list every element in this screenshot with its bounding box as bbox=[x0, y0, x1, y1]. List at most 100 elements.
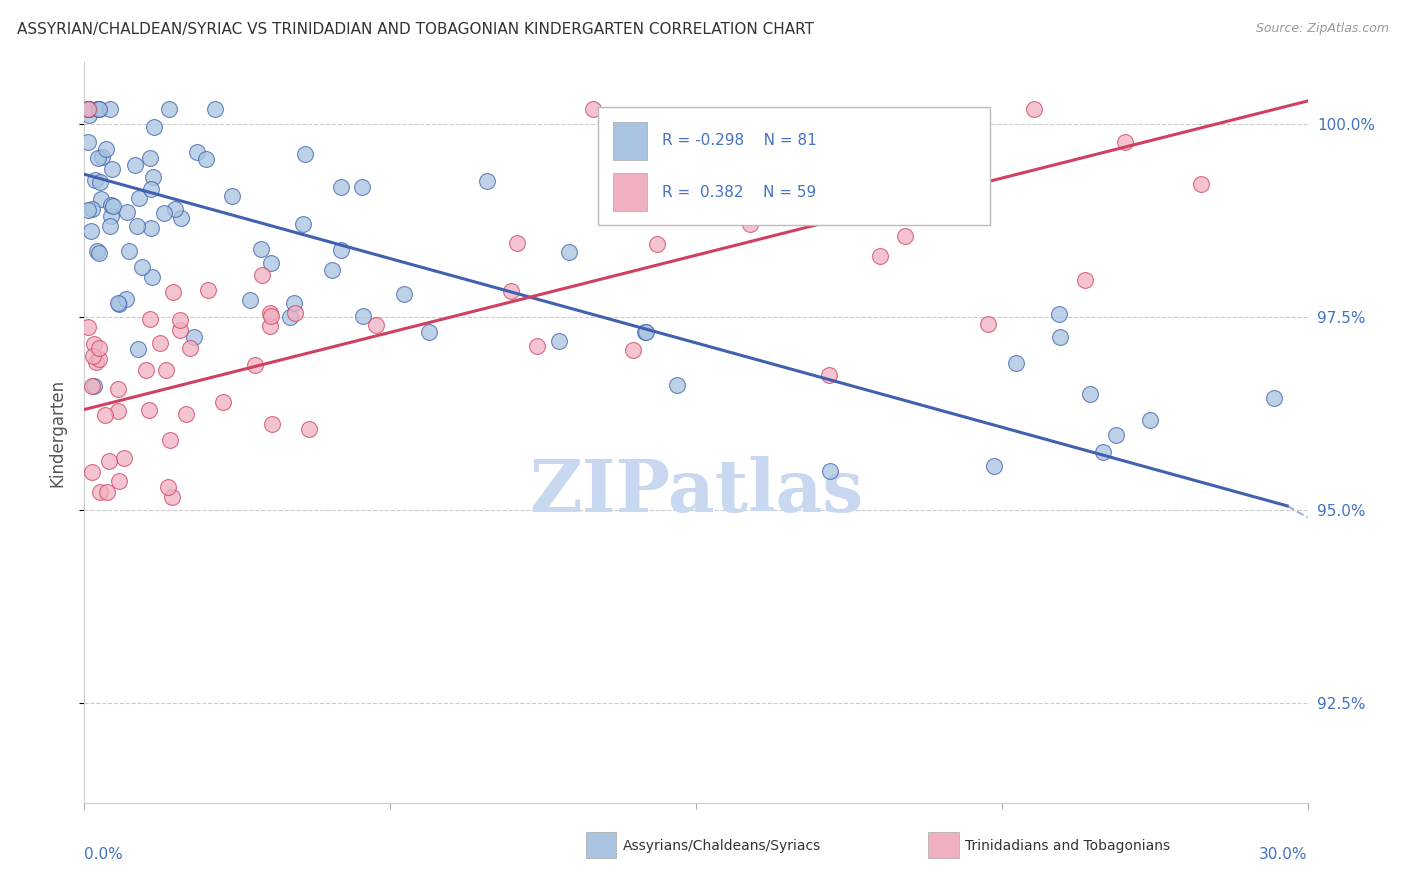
Point bbox=[115, 292, 138, 306]
Point bbox=[139, 312, 162, 326]
Point bbox=[107, 295, 129, 310]
Bar bbox=[613, 122, 647, 161]
Point bbox=[118, 244, 141, 259]
Point bbox=[98, 102, 121, 116]
FancyBboxPatch shape bbox=[598, 107, 990, 226]
Point bbox=[330, 180, 353, 194]
Point bbox=[170, 211, 193, 226]
Point bbox=[582, 102, 605, 116]
Point bbox=[645, 237, 668, 252]
Point bbox=[1105, 428, 1128, 442]
Point bbox=[157, 102, 180, 116]
Point bbox=[818, 368, 841, 382]
Point bbox=[1189, 177, 1212, 191]
Point bbox=[108, 475, 131, 489]
Point bbox=[475, 174, 498, 188]
Text: 30.0%: 30.0% bbox=[1260, 847, 1308, 863]
Point bbox=[174, 407, 197, 421]
Point bbox=[291, 218, 314, 232]
Point bbox=[82, 379, 104, 393]
Point bbox=[169, 323, 191, 337]
Point bbox=[157, 480, 180, 494]
Point bbox=[1047, 307, 1070, 321]
Point bbox=[84, 172, 107, 186]
Bar bbox=[586, 832, 616, 858]
Point bbox=[90, 150, 112, 164]
Point bbox=[1263, 391, 1285, 405]
Text: Trinidadians and Tobagonians: Trinidadians and Tobagonians bbox=[965, 838, 1170, 853]
Point bbox=[1022, 102, 1045, 116]
Point bbox=[112, 451, 135, 466]
Point bbox=[77, 320, 100, 334]
Point bbox=[1139, 413, 1161, 427]
Point bbox=[869, 249, 891, 263]
Point bbox=[1049, 330, 1071, 344]
Point bbox=[128, 191, 150, 205]
Bar bbox=[613, 173, 647, 211]
Point bbox=[87, 341, 110, 355]
Point bbox=[245, 359, 267, 373]
Point bbox=[86, 244, 108, 258]
Point bbox=[96, 485, 118, 500]
Point bbox=[548, 334, 571, 348]
Point bbox=[186, 145, 208, 159]
Point bbox=[80, 224, 103, 238]
Point bbox=[141, 269, 163, 284]
Point bbox=[77, 102, 100, 116]
Point bbox=[100, 162, 122, 177]
Point bbox=[89, 246, 111, 260]
Point bbox=[239, 293, 262, 307]
Point bbox=[183, 330, 205, 344]
Point bbox=[259, 319, 281, 334]
Text: ZIPatlas: ZIPatlas bbox=[529, 457, 863, 527]
Point bbox=[139, 151, 162, 165]
Point bbox=[90, 192, 112, 206]
Point bbox=[83, 337, 105, 351]
Point bbox=[1078, 387, 1101, 401]
Text: R = -0.298    N = 81: R = -0.298 N = 81 bbox=[662, 133, 817, 147]
Point bbox=[131, 260, 153, 274]
Point bbox=[392, 287, 415, 301]
Point bbox=[83, 378, 105, 392]
Point bbox=[633, 326, 655, 340]
Point bbox=[748, 179, 770, 194]
Point bbox=[115, 205, 138, 219]
Point bbox=[977, 317, 1000, 331]
Point bbox=[142, 170, 165, 185]
Point bbox=[259, 306, 281, 320]
Point bbox=[89, 175, 111, 189]
Point bbox=[636, 325, 658, 339]
Point bbox=[252, 268, 274, 282]
Point bbox=[1091, 444, 1114, 458]
Point bbox=[107, 382, 129, 396]
Point bbox=[82, 349, 104, 363]
Point bbox=[149, 336, 172, 351]
Point bbox=[107, 297, 129, 311]
Point bbox=[80, 466, 103, 480]
Point bbox=[810, 129, 832, 144]
Point bbox=[249, 242, 271, 256]
Text: Source: ZipAtlas.com: Source: ZipAtlas.com bbox=[1256, 22, 1389, 36]
Point bbox=[127, 342, 149, 356]
Point bbox=[212, 395, 235, 409]
Point bbox=[194, 153, 217, 167]
Point bbox=[983, 458, 1005, 473]
Point bbox=[1114, 136, 1136, 150]
Point bbox=[86, 354, 108, 368]
Point bbox=[364, 318, 387, 332]
Point bbox=[141, 221, 163, 235]
Point bbox=[96, 142, 118, 156]
Point bbox=[124, 158, 146, 172]
Point bbox=[526, 339, 548, 353]
Point bbox=[740, 217, 762, 231]
Point bbox=[138, 403, 160, 417]
Point bbox=[142, 120, 165, 135]
Point bbox=[86, 102, 108, 116]
Text: 0.0%: 0.0% bbox=[84, 847, 124, 863]
Point bbox=[127, 219, 149, 233]
Point bbox=[278, 310, 301, 325]
Point bbox=[169, 312, 191, 326]
Point bbox=[87, 102, 110, 116]
Point bbox=[506, 235, 529, 250]
Point bbox=[94, 408, 117, 422]
